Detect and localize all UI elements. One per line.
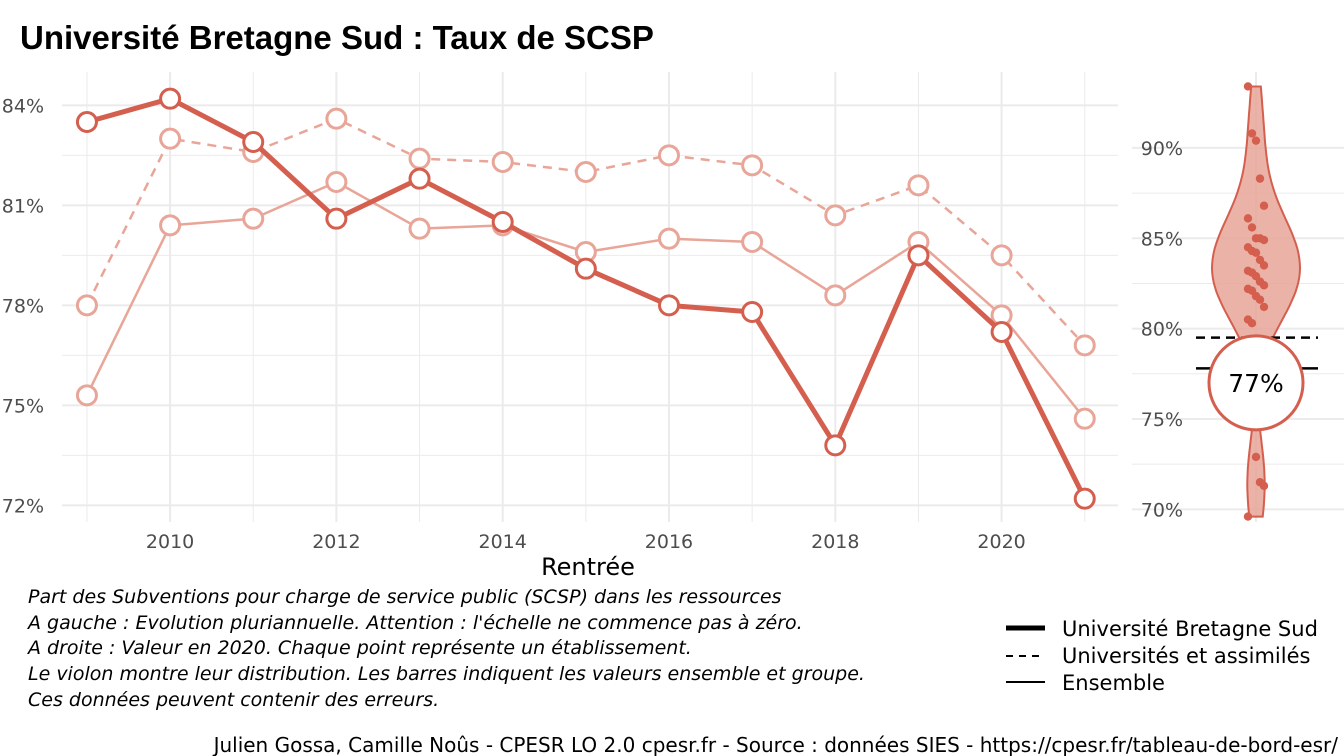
data-point [741, 231, 764, 253]
x-tick-label: 2018 [811, 531, 859, 553]
main-plot-grid [62, 72, 1118, 522]
data-point [574, 161, 597, 183]
violin-point [1259, 235, 1269, 245]
notes: Part des Subventions pour charge de serv… [26, 586, 865, 711]
x-tick-label: 2016 [645, 531, 693, 553]
data-point [741, 154, 764, 177]
data-point [491, 211, 514, 233]
data-point [574, 257, 597, 280]
data-point [325, 207, 348, 230]
data-point [325, 107, 348, 130]
violin-point [1255, 295, 1265, 304]
violin-layer: 77% [1196, 82, 1318, 521]
data-point [1073, 487, 1096, 510]
violin-shape [1210, 85, 1302, 518]
data-point [907, 174, 930, 197]
x-tick-label: 2012 [312, 531, 360, 553]
chart-title: Université Bretagne Sud : Taux de SCSP [20, 19, 654, 56]
x-tick-label: 2014 [479, 531, 527, 553]
data-point [491, 151, 514, 173]
data-point [159, 127, 182, 150]
data-point [990, 244, 1013, 267]
y-tick-label: 81% [2, 195, 44, 217]
y-tick-label: 72% [2, 495, 44, 517]
data-point [657, 227, 680, 250]
data-point [824, 204, 847, 227]
data-point [75, 384, 98, 407]
data-point [75, 111, 98, 133]
data-point [159, 214, 182, 237]
violin-point [1243, 82, 1253, 91]
violin-point [1247, 223, 1257, 232]
y-tick-label: 84% [2, 95, 44, 117]
violin-y-tick-label: 90% [1141, 138, 1183, 160]
legend-label: Universités et assimilés [1062, 644, 1310, 668]
main-x-axis: 2010 2012 2014 2016 2018 2020 [146, 531, 1026, 553]
data-point [990, 321, 1013, 343]
x-axis-label: Rentrée [541, 553, 635, 581]
data-point [159, 87, 182, 110]
violin-y-tick-label: 75% [1141, 409, 1183, 431]
data-point [408, 147, 431, 170]
legend-label: Université Bretagne Sud [1062, 617, 1318, 641]
data-point [1073, 334, 1096, 357]
data-point [242, 207, 265, 230]
legend: Université Bretagne Sud Universités et a… [1006, 617, 1318, 695]
data-point [824, 434, 847, 457]
violin-point [1259, 302, 1269, 312]
series-layer [75, 87, 1096, 510]
highlight-circle [1207, 334, 1305, 432]
x-tick-label: 2020 [977, 531, 1025, 553]
violin-point [1259, 201, 1269, 210]
data-point [657, 294, 680, 317]
note-line: Ces données peuvent contenir des erreurs… [28, 689, 439, 711]
violin-y-tick-label: 85% [1141, 228, 1183, 250]
violin-point [1251, 248, 1261, 257]
note-line: Part des Subventions pour charge de serv… [28, 586, 782, 608]
violin-point [1251, 136, 1261, 145]
note-line: A gauche : Evolution pluriannuelle. Atte… [26, 612, 803, 634]
main-y-axis: 72% 75% 78% 81% 84% [2, 95, 44, 517]
violin-point [1251, 452, 1261, 462]
x-tick-label: 2010 [146, 531, 194, 553]
violin-y-tick-label: 70% [1141, 499, 1183, 521]
violin-point [1259, 281, 1269, 290]
data-point [824, 284, 847, 307]
y-tick-label: 75% [2, 395, 44, 417]
violin-point [1247, 319, 1257, 328]
data-point [242, 131, 265, 153]
data-point [741, 301, 764, 323]
violin-point [1259, 261, 1269, 270]
caption: Julien Gossa, Camille Noûs - CPESR LO 2.… [212, 733, 1339, 756]
data-point [75, 294, 98, 317]
violin-y-tick-label: 80% [1141, 319, 1183, 341]
violin-point [1243, 214, 1253, 223]
note-line: Le violon montre leur distribution. Les … [28, 663, 865, 685]
legend-label: Ensemble [1062, 671, 1165, 695]
violin-point [1243, 512, 1253, 521]
data-point [907, 244, 930, 267]
data-point [408, 217, 431, 240]
violin-y-axis: 70% 75% 80% 85% 90% [1141, 138, 1183, 521]
violin-point [1247, 129, 1257, 138]
violin-point [1255, 174, 1265, 183]
data-point [325, 171, 348, 193]
data-point [1073, 407, 1096, 430]
violin-point [1259, 481, 1269, 491]
data-point [408, 167, 431, 190]
y-tick-label: 78% [2, 295, 44, 317]
data-point [657, 144, 680, 167]
note-line: A droite : Valeur en 2020. Chaque point … [26, 637, 692, 659]
highlight-label: 77% [1228, 369, 1284, 398]
